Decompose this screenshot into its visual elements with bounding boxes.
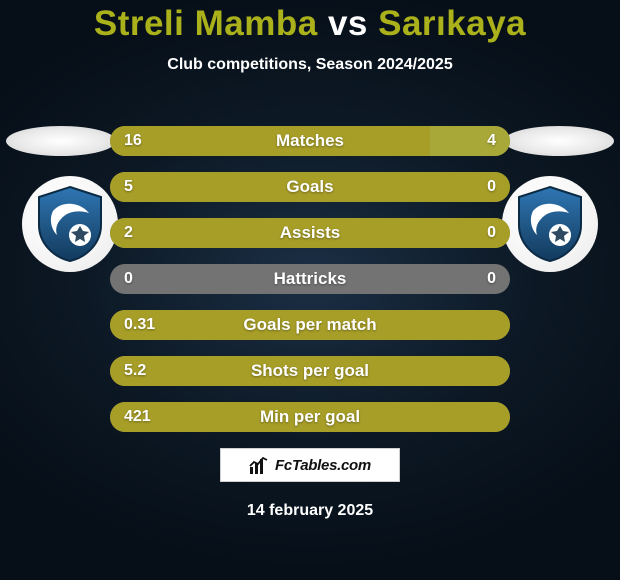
player2-name: Sarıkaya [378,4,526,43]
stat-row: 5.2Shots per goal [110,356,510,386]
fctables-text: FcTables.com [275,457,371,474]
stat-name: Min per goal [110,402,510,432]
stat-row: 20Assists [110,218,510,248]
comparison-title: Streli Mamba vs Sarıkaya [0,4,620,44]
chart-icon [249,455,269,475]
stat-name: Shots per goal [110,356,510,386]
stat-row: 421Min per goal [110,402,510,432]
stat-name: Goals per match [110,310,510,340]
stat-name: Matches [110,126,510,156]
fctables-watermark: FcTables.com [220,448,400,482]
stat-name: Goals [110,172,510,202]
stats-panel: 164Matches 50Goals 20Assists 00Hattricks 0.3… [110,126,510,432]
player1-shadow-ellipse [6,126,116,156]
vs-label: vs [328,4,368,43]
stat-row: 164Matches [110,126,510,156]
player1-name: Streli Mamba [94,4,318,43]
stat-name: Hattricks [110,264,510,294]
player2-shadow-ellipse [504,126,614,156]
generated-date: 14 february 2025 [0,502,620,520]
player2-club-badge [502,176,598,272]
club-crest-icon [515,185,585,263]
player1-club-badge [22,176,118,272]
subtitle: Club competitions, Season 2024/2025 [0,56,620,74]
stat-row: 0.31Goals per match [110,310,510,340]
stat-row: 50Goals [110,172,510,202]
stat-name: Assists [110,218,510,248]
stat-row: 00Hattricks [110,264,510,294]
club-crest-icon [35,185,105,263]
